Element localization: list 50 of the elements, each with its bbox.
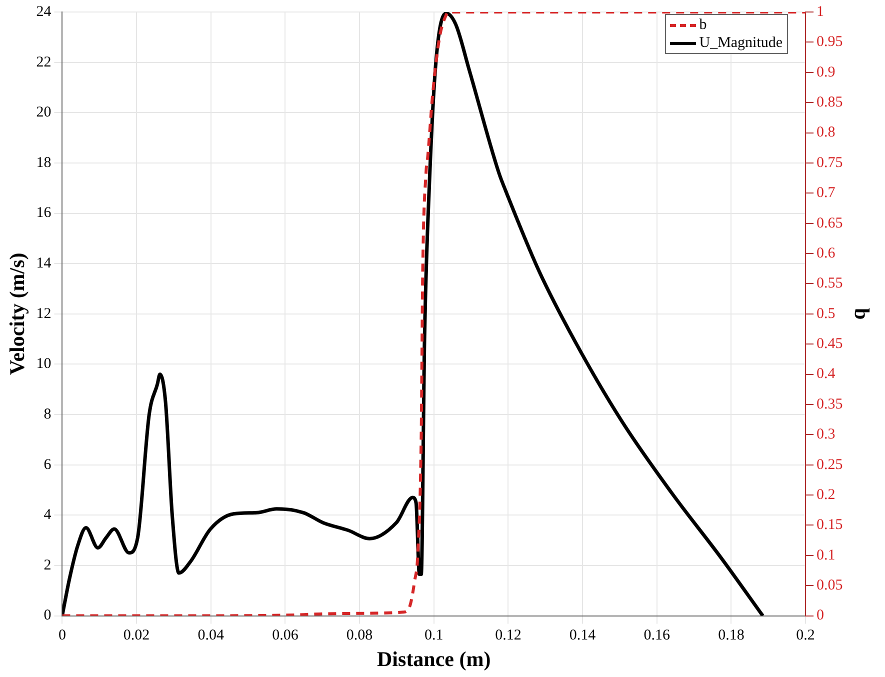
legend-label: b bbox=[699, 16, 707, 34]
y-tick-label: 12 bbox=[36, 306, 52, 322]
y2-tick-label: 1 bbox=[816, 4, 824, 20]
y2-tick-label: 0.8 bbox=[816, 124, 836, 141]
x-tick-label: 0.12 bbox=[495, 628, 522, 644]
y2-tick-label: 0 bbox=[816, 608, 824, 624]
y-tick-label: 24 bbox=[36, 4, 52, 20]
y2-tick-label: 0.25 bbox=[816, 456, 843, 473]
y2-tick-label: 0.5 bbox=[816, 306, 836, 322]
y-axis-title: Velocity (m/s) bbox=[5, 252, 30, 376]
x-tick-label: 0.08 bbox=[346, 628, 373, 644]
y-tick-label: 22 bbox=[36, 54, 52, 70]
x-tick-label: 0.04 bbox=[198, 628, 224, 644]
y-tick-label: 8 bbox=[44, 406, 52, 422]
y2-tick-label: 0.15 bbox=[816, 517, 843, 534]
y2-tick-label: 0.65 bbox=[816, 215, 843, 232]
x-axis-title: Distance (m) bbox=[377, 646, 491, 671]
x-tick-label: 0.18 bbox=[718, 628, 744, 644]
y2-tick-label: 0.7 bbox=[816, 185, 836, 202]
y2-tick-label: 0.6 bbox=[816, 245, 836, 262]
x-tick-label: 0.02 bbox=[123, 628, 150, 644]
y2-tick-label: 0.9 bbox=[816, 64, 836, 80]
y2-tick-label: 0.05 bbox=[816, 578, 843, 594]
y-tick-label: 16 bbox=[36, 205, 52, 222]
y-tick-label: 10 bbox=[36, 356, 52, 372]
x-tick-label: 0.16 bbox=[644, 628, 671, 644]
y-tick-label: 14 bbox=[36, 256, 52, 272]
y2-tick-label: 0.35 bbox=[816, 396, 843, 412]
y-tick-label: 6 bbox=[44, 456, 52, 473]
y-tick-label: 20 bbox=[36, 104, 52, 121]
y2-tick-label: 0.45 bbox=[816, 336, 843, 352]
y-tick-label: 18 bbox=[36, 154, 52, 171]
y-tick-label: 4 bbox=[44, 507, 52, 524]
y2-tick-label: 0.55 bbox=[816, 276, 843, 292]
x-tick-label: 0.1 bbox=[424, 628, 444, 644]
y2-axis-title: b bbox=[850, 308, 874, 320]
y2-tick-label: 0.95 bbox=[816, 34, 843, 50]
y-tick-label: 0 bbox=[44, 608, 52, 624]
x-tick-label: 0 bbox=[58, 628, 66, 644]
y2-tick-label: 0.1 bbox=[816, 547, 836, 564]
legend-label: U_Magnitude bbox=[699, 34, 783, 52]
y2-tick-label: 0.3 bbox=[816, 426, 836, 443]
x-tick-label: 0.14 bbox=[569, 628, 596, 644]
x-tick-label: 0.06 bbox=[272, 628, 299, 644]
y2-tick-label: 0.75 bbox=[816, 154, 843, 171]
y2-tick-label: 0.4 bbox=[816, 366, 836, 382]
x-tick-label: 0.2 bbox=[796, 628, 815, 644]
y2-tick-label: 0.85 bbox=[816, 94, 843, 111]
y2-tick-label: 0.2 bbox=[816, 486, 836, 503]
y-tick-label: 2 bbox=[44, 557, 52, 574]
